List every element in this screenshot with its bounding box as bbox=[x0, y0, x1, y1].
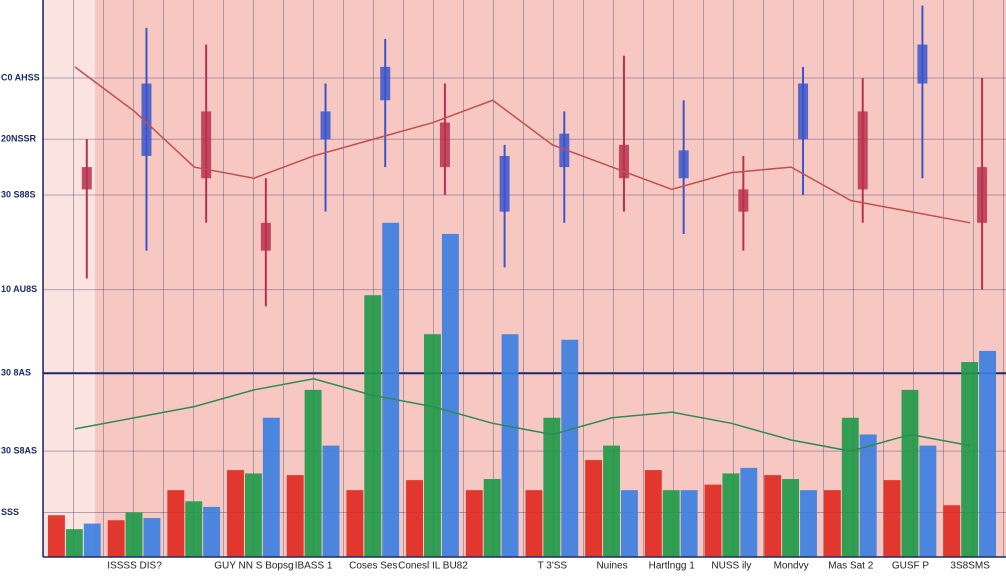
candle-body bbox=[141, 83, 152, 156]
bar bbox=[704, 484, 722, 557]
bar bbox=[919, 445, 937, 557]
bar bbox=[382, 222, 400, 558]
y-tick-label: SSS bbox=[1, 507, 19, 517]
candle-body bbox=[559, 133, 570, 168]
bar bbox=[185, 501, 203, 557]
bar bbox=[859, 434, 877, 557]
x-tick-label: Conesl IL BU82 bbox=[398, 561, 468, 572]
bar bbox=[644, 470, 662, 557]
bar bbox=[740, 467, 758, 557]
candle-body bbox=[320, 111, 331, 140]
x-tick-label: 3S8SMS bbox=[950, 561, 990, 572]
bar bbox=[47, 515, 65, 557]
bar bbox=[979, 350, 997, 557]
bar bbox=[441, 233, 459, 557]
bar bbox=[167, 490, 185, 557]
bar bbox=[901, 389, 919, 557]
candle-body bbox=[977, 167, 988, 223]
bar bbox=[322, 445, 340, 557]
y-tick-label: 30 S8AS bbox=[1, 446, 37, 456]
x-tick-label: Hartlngg 1 bbox=[649, 561, 696, 572]
bar bbox=[662, 490, 680, 557]
bar bbox=[782, 479, 800, 557]
bar bbox=[841, 417, 859, 557]
candle-body bbox=[499, 155, 510, 212]
x-tick-label: GUSF P bbox=[892, 561, 930, 572]
x-tick-label: Mondvy bbox=[774, 561, 809, 572]
candle-body bbox=[380, 66, 391, 101]
bar bbox=[501, 334, 519, 557]
y-tick-label: C0 AHSS bbox=[1, 72, 40, 82]
bar bbox=[823, 490, 841, 557]
x-tick-label: Coses Ses bbox=[349, 561, 397, 572]
y-tick-label: 30 8AS bbox=[1, 368, 31, 378]
y-tick-label: 30 S88S bbox=[1, 189, 36, 199]
bar bbox=[465, 490, 483, 557]
bar bbox=[525, 490, 543, 557]
bar bbox=[107, 520, 125, 557]
bar bbox=[561, 339, 579, 557]
x-tick-label: T 3'SS bbox=[538, 561, 568, 572]
bar bbox=[125, 512, 143, 557]
line-series bbox=[74, 66, 971, 224]
bar bbox=[83, 523, 101, 557]
candle-body bbox=[798, 83, 809, 140]
bar bbox=[406, 480, 424, 557]
x-tick-label: GUY NN S Bopsg bbox=[214, 561, 293, 572]
labels-layer: C0 AHSS 20NSSR 30 S88S 10 AU8S 30 8AS 30 S8AS… bbox=[1, 72, 990, 571]
bar bbox=[722, 473, 740, 557]
candle-body bbox=[738, 189, 749, 212]
bar bbox=[424, 334, 441, 557]
candle-body bbox=[201, 111, 212, 179]
bar bbox=[585, 460, 603, 557]
bar bbox=[961, 362, 979, 557]
bar bbox=[800, 490, 817, 557]
bar bbox=[943, 505, 961, 557]
candle-body bbox=[260, 222, 271, 251]
y-tick-label: 10 AU8S bbox=[1, 284, 37, 294]
x-tick-label: NUSS ily bbox=[711, 561, 751, 572]
bar bbox=[603, 445, 620, 557]
bar bbox=[543, 417, 561, 557]
bar bbox=[304, 389, 322, 557]
bar bbox=[620, 490, 638, 557]
x-tick-label: Mas Sat 2 bbox=[828, 561, 873, 572]
bar bbox=[680, 490, 698, 557]
y-tick-label: 20NSSR bbox=[1, 134, 37, 144]
bar bbox=[262, 417, 280, 557]
marks-layer bbox=[47, 5, 997, 558]
bar bbox=[764, 475, 782, 557]
bar bbox=[227, 470, 244, 557]
bar bbox=[286, 475, 304, 557]
bar bbox=[203, 506, 221, 557]
bar bbox=[346, 490, 364, 557]
bar bbox=[65, 529, 83, 557]
bar bbox=[244, 473, 262, 557]
bar bbox=[483, 479, 501, 557]
bar bbox=[883, 480, 901, 557]
x-tick-label: ISSSS DIS? bbox=[107, 561, 162, 572]
bar bbox=[143, 518, 161, 557]
candle-body bbox=[618, 144, 629, 179]
x-tick-label: IBASS 1 bbox=[295, 561, 333, 572]
candle-body bbox=[917, 44, 928, 84]
x-tick-label: Nuines bbox=[596, 561, 627, 572]
bar bbox=[364, 295, 382, 557]
candle-body bbox=[81, 167, 92, 190]
candle-body bbox=[439, 122, 450, 168]
candle-body bbox=[857, 111, 868, 190]
line-series bbox=[74, 377, 971, 452]
candle-body bbox=[678, 150, 689, 179]
